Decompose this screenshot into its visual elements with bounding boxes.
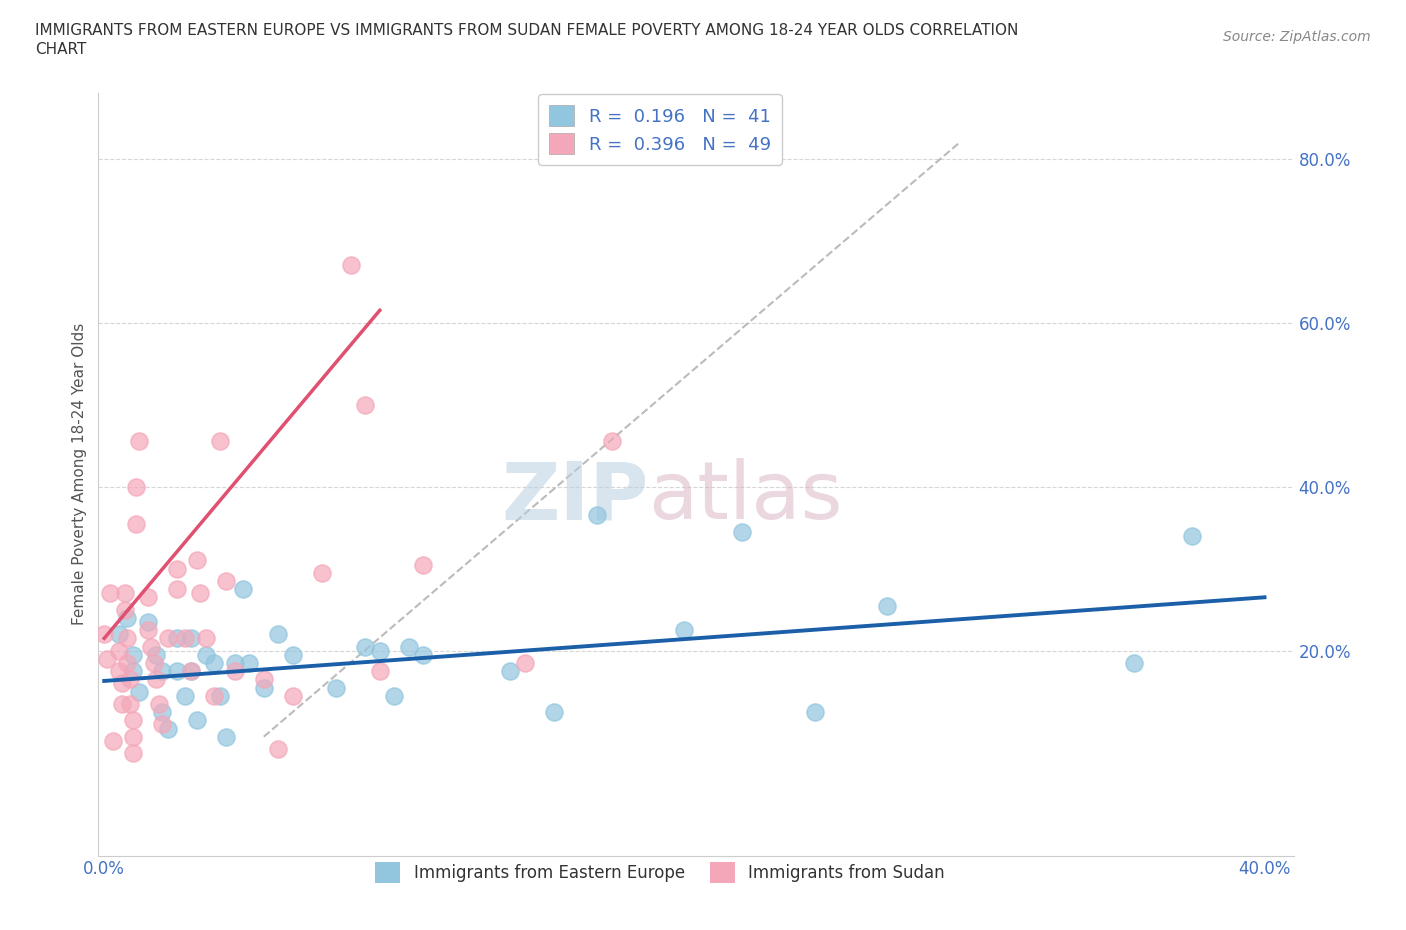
Point xyxy=(150,705,173,720)
Point xyxy=(499,664,522,679)
Point xyxy=(180,664,202,679)
Point xyxy=(98,586,121,601)
Point xyxy=(125,516,148,531)
Point xyxy=(148,697,170,711)
Point xyxy=(804,705,827,720)
Point xyxy=(1181,528,1204,543)
Text: IMMIGRANTS FROM EASTERN EUROPE VS IMMIGRANTS FROM SUDAN FEMALE POVERTY AMONG 18-: IMMIGRANTS FROM EASTERN EUROPE VS IMMIGR… xyxy=(35,23,1018,38)
Point xyxy=(354,639,377,654)
Point xyxy=(117,610,139,625)
Point xyxy=(204,688,226,703)
Point xyxy=(281,688,304,703)
Point xyxy=(267,627,290,642)
Point xyxy=(120,697,142,711)
Point xyxy=(194,647,217,662)
Y-axis label: Female Poverty Among 18-24 Year Olds: Female Poverty Among 18-24 Year Olds xyxy=(72,324,87,626)
Point xyxy=(122,713,145,728)
Point xyxy=(204,656,226,671)
Point xyxy=(122,647,145,662)
Point xyxy=(215,574,238,589)
Point xyxy=(120,671,142,686)
Point xyxy=(136,590,159,604)
Point xyxy=(145,647,167,662)
Point xyxy=(142,656,165,671)
Text: CHART: CHART xyxy=(35,42,87,57)
Point xyxy=(513,656,536,671)
Point xyxy=(117,656,139,671)
Point xyxy=(166,561,188,576)
Point xyxy=(145,671,167,686)
Point xyxy=(174,631,197,645)
Point xyxy=(368,664,391,679)
Point xyxy=(136,623,159,638)
Point xyxy=(111,697,134,711)
Point xyxy=(253,671,276,686)
Point xyxy=(186,713,208,728)
Point xyxy=(150,664,173,679)
Point xyxy=(107,664,129,679)
Point xyxy=(101,734,124,749)
Point xyxy=(122,746,145,761)
Point xyxy=(673,623,696,638)
Point xyxy=(122,664,145,679)
Point xyxy=(1123,656,1146,671)
Point xyxy=(139,639,162,654)
Point xyxy=(600,434,623,449)
Point xyxy=(128,684,150,699)
Point xyxy=(128,434,150,449)
Point xyxy=(232,581,254,596)
Point xyxy=(876,598,898,613)
Point xyxy=(382,688,405,703)
Point xyxy=(186,553,208,568)
Point xyxy=(117,631,139,645)
Point xyxy=(150,717,173,732)
Point xyxy=(188,586,211,601)
Point xyxy=(194,631,217,645)
Point xyxy=(412,647,434,662)
Point xyxy=(107,627,129,642)
Point xyxy=(166,664,188,679)
Point xyxy=(111,676,134,691)
Point xyxy=(122,729,145,744)
Point xyxy=(96,651,118,666)
Point xyxy=(368,644,391,658)
Point xyxy=(174,688,197,703)
Point xyxy=(281,647,304,662)
Point xyxy=(136,615,159,630)
Legend: Immigrants from Eastern Europe, Immigrants from Sudan: Immigrants from Eastern Europe, Immigran… xyxy=(368,856,952,889)
Point xyxy=(157,631,180,645)
Point xyxy=(412,557,434,572)
Point xyxy=(157,721,180,736)
Point xyxy=(354,397,377,412)
Point xyxy=(209,434,232,449)
Point xyxy=(731,525,754,539)
Point xyxy=(543,705,565,720)
Point xyxy=(267,741,290,756)
Text: ZIP: ZIP xyxy=(501,458,648,537)
Point xyxy=(125,479,148,494)
Point xyxy=(114,586,136,601)
Point xyxy=(180,664,202,679)
Point xyxy=(215,729,238,744)
Text: Source: ZipAtlas.com: Source: ZipAtlas.com xyxy=(1223,30,1371,44)
Point xyxy=(114,602,136,617)
Point xyxy=(238,656,260,671)
Point xyxy=(398,639,420,654)
Point xyxy=(253,680,276,695)
Point xyxy=(325,680,347,695)
Point xyxy=(166,631,188,645)
Point xyxy=(209,688,232,703)
Point xyxy=(224,656,246,671)
Point xyxy=(224,664,246,679)
Text: atlas: atlas xyxy=(648,458,842,537)
Point xyxy=(180,631,202,645)
Point xyxy=(339,258,361,272)
Point xyxy=(586,508,609,523)
Point xyxy=(166,581,188,596)
Point xyxy=(311,565,333,580)
Point xyxy=(93,627,115,642)
Point xyxy=(107,644,129,658)
